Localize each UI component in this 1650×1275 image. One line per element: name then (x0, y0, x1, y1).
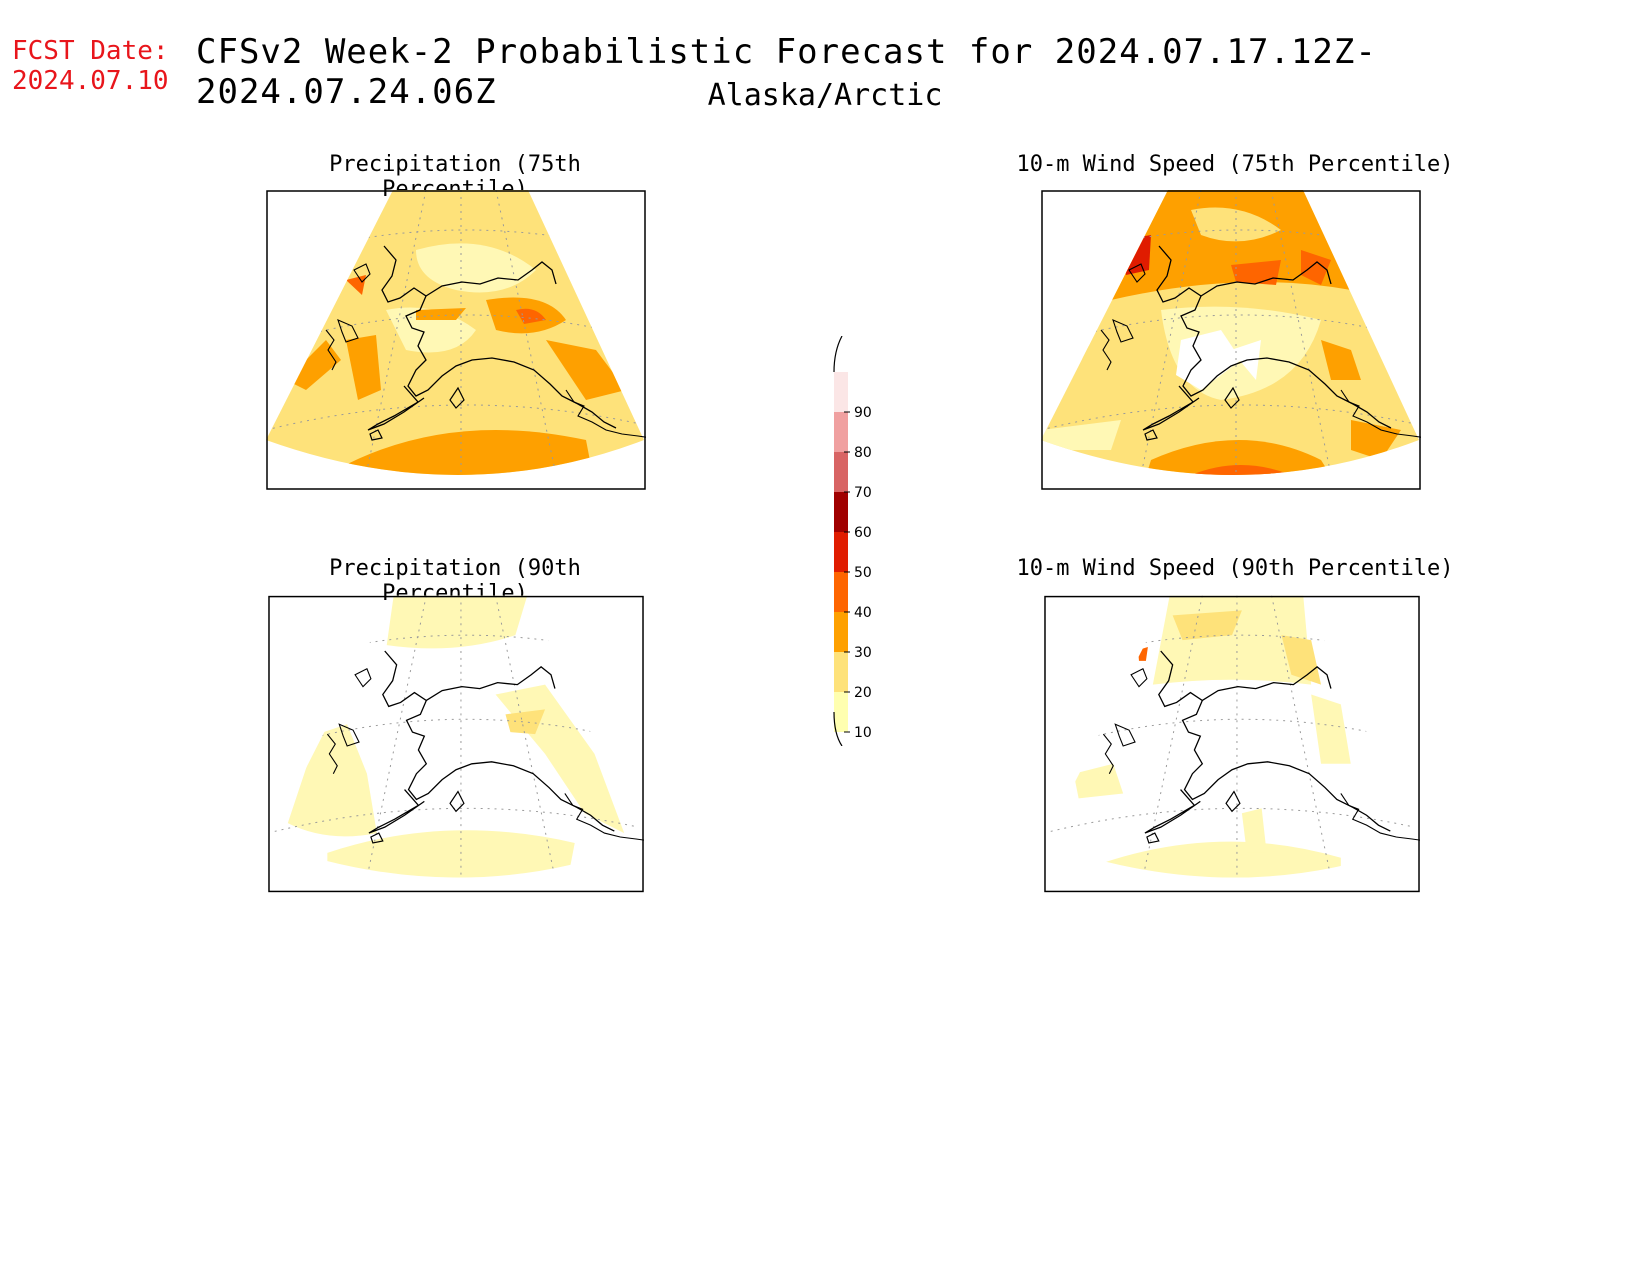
colorbar-tick-label: 20 (854, 685, 872, 701)
panel-title-precip-75: Precipitation (75th Percentile) (329, 152, 581, 202)
colorbar-swatch-1 (834, 412, 848, 452)
map-precip-75-fill (266, 190, 644, 475)
page-subtitle: Alaska/Arctic (707, 78, 943, 113)
map-wind-75-fill (1041, 190, 1419, 475)
map-precip-75 (266, 190, 646, 490)
colorbar-swatch-7 (834, 652, 848, 692)
colorbar-swatch-0 (834, 372, 848, 412)
colorbar-tick-label: 60 (854, 525, 872, 541)
colorbar-tick-label: 90 (854, 405, 872, 421)
colorbar-swatch-3 (834, 492, 848, 532)
colorbar-swatch-8 (834, 692, 848, 732)
colorbar-tick-label: 80 (854, 445, 872, 461)
colorbar-tick-label: 40 (854, 605, 872, 621)
map-precip-90-fill (268, 595, 643, 878)
colorbar-swatch-5 (834, 572, 848, 612)
panel-title-wind-90: 10-m Wind Speed (90th Percentile) (1016, 556, 1454, 581)
page-title: CFSv2 Week-2 Probabilistic Forecast for … (196, 32, 1377, 112)
panel-title-wind-75: 10-m Wind Speed (75th Percentile) (1016, 152, 1454, 177)
colorbar-swatch-2 (834, 452, 848, 492)
fcst-date-block: FCST Date: 2024.07.10 (12, 36, 169, 96)
fcst-date-value: 2024.07.10 (12, 66, 169, 96)
map-wind-75 (1041, 190, 1421, 490)
colorbar-swatch-4 (834, 532, 848, 572)
colorbar-tick-label: 50 (854, 565, 872, 581)
colorbar: 90 80 70 60 50 40 30 20 10 (833, 336, 872, 746)
colorbar-tick-label: 10 (854, 725, 872, 741)
colorbar-swatch-6 (834, 612, 848, 652)
map-wind-90 (1044, 595, 1420, 893)
colorbar-tick-label: 30 (854, 645, 872, 661)
map-wind-90-fill (1044, 595, 1419, 878)
fcst-date-label: FCST Date: (12, 36, 169, 66)
colorbar-labels: 90 80 70 60 50 40 30 20 10 (844, 405, 872, 741)
colorbar-tick-label: 70 (854, 485, 872, 501)
map-precip-90 (268, 595, 644, 893)
colorbar-swatches (834, 372, 848, 732)
